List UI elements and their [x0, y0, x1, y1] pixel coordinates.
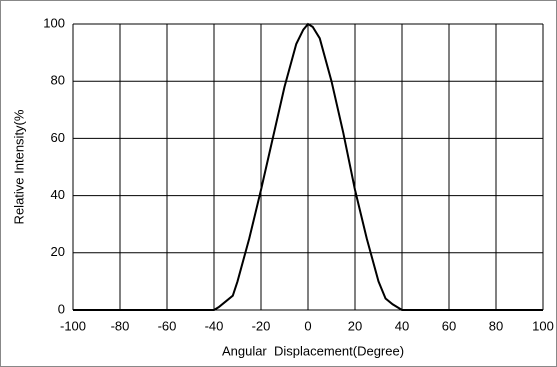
- y-tick-label: 20: [51, 244, 65, 259]
- x-tick-label: -80: [111, 318, 130, 333]
- y-tick-label: 80: [51, 73, 65, 88]
- x-tick-label: -60: [158, 318, 177, 333]
- x-tick-label: 20: [348, 318, 362, 333]
- x-tick-label: -20: [252, 318, 271, 333]
- x-tick-label: -40: [205, 318, 224, 333]
- x-tick-label: 80: [489, 318, 503, 333]
- x-tick-label: 0: [304, 318, 311, 333]
- y-tick-label: 60: [51, 130, 65, 145]
- y-tick-label: 40: [51, 187, 65, 202]
- x-tick-label: 60: [442, 318, 456, 333]
- y-tick-label: 100: [43, 15, 65, 30]
- x-tick-label: -100: [60, 318, 86, 333]
- data-line: [73, 22, 543, 311]
- x-tick-label: 100: [532, 318, 554, 333]
- y-tick-label: 0: [58, 301, 65, 316]
- x-axis-label: Angular Displacement(Degree): [222, 343, 404, 358]
- y-axis-label: Relative Intensity(%: [11, 109, 26, 224]
- x-tick-label: 40: [395, 318, 409, 333]
